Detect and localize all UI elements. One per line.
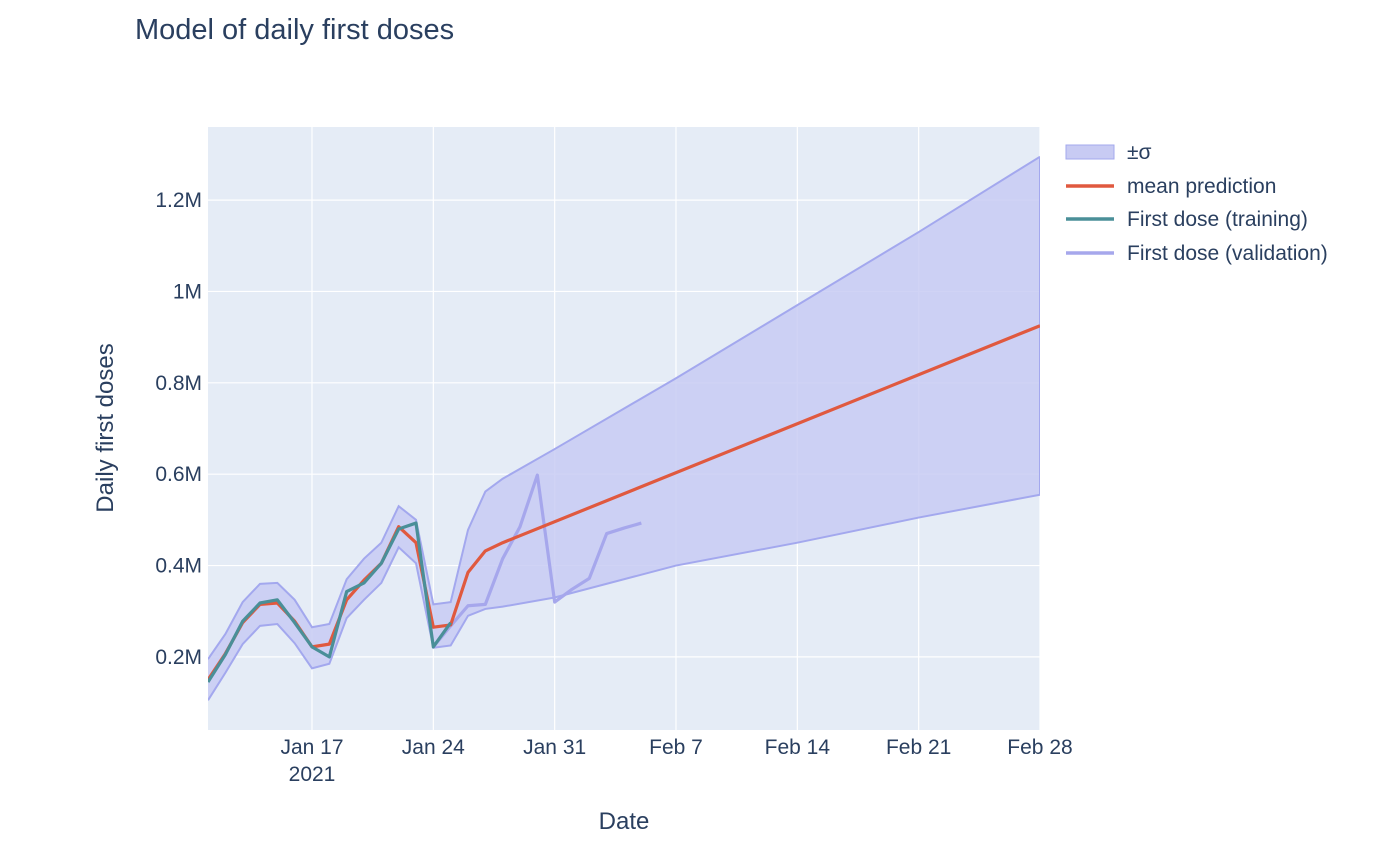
- legend-item[interactable]: First dose (validation): [1066, 242, 1328, 265]
- training-line: [208, 521, 452, 683]
- y-tick-label: 1.2M: [155, 189, 202, 212]
- legend-item[interactable]: mean prediction: [1066, 175, 1276, 198]
- x-tick-label: Feb 14: [765, 736, 831, 759]
- sigma-band-lower-edge: [208, 493, 1040, 701]
- y-tick-label: 0.8M: [155, 372, 202, 395]
- sigma-band: [208, 156, 1040, 701]
- legend-label: First dose (training): [1127, 208, 1308, 231]
- y-tick-label: 0.4M: [155, 555, 202, 578]
- tick-labels: 0.2M 0.4M 0.6M 0.8M 1M 1.2M Jan 17 2021 Jan 24 Ja…: [155, 189, 1072, 786]
- x-tick-sublabel: 2021: [289, 763, 336, 786]
- legend-swatch: [1065, 144, 1115, 160]
- legend-item[interactable]: ±σ: [1065, 141, 1152, 164]
- x-tick-label: Jan 31: [523, 736, 586, 759]
- legend-label: First dose (validation): [1127, 242, 1328, 265]
- legend[interactable]: ±σ mean prediction First dose (training) Fi…: [1065, 141, 1328, 265]
- y-axis-title: Daily first doses: [92, 343, 119, 512]
- legend-item[interactable]: First dose (training): [1066, 208, 1308, 231]
- x-tick-label: Feb 28: [1007, 736, 1072, 759]
- x-tick-label: Feb 7: [649, 736, 703, 759]
- legend-label: ±σ: [1127, 141, 1152, 164]
- sigma-band-upper-edge: [208, 155, 1040, 660]
- x-axis-title: Date: [599, 808, 650, 835]
- y-tick-label: 0.2M: [155, 646, 202, 669]
- validation-line: [432, 473, 642, 648]
- x-tick-label: Feb 21: [886, 736, 951, 759]
- x-tick-label: Jan 24: [402, 736, 465, 759]
- y-tick-label: 1M: [173, 280, 202, 303]
- data-layer: [208, 155, 1040, 701]
- chart-title: Model of daily first doses: [135, 14, 454, 46]
- legend-label: mean prediction: [1127, 175, 1276, 198]
- y-tick-label: 0.6M: [155, 463, 202, 486]
- x-tick-label: Jan 17: [280, 736, 343, 759]
